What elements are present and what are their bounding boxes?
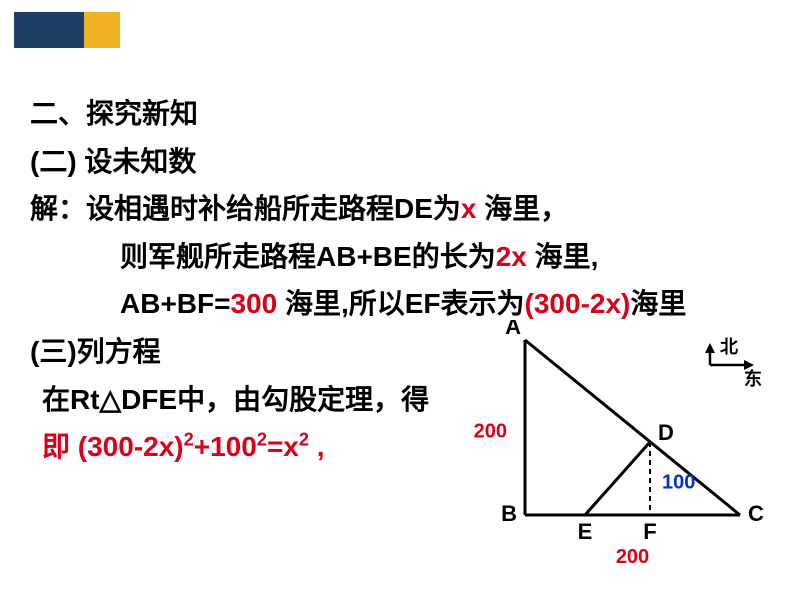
- l3a: 解：设相遇时补给船所走路程DE为: [30, 193, 461, 224]
- heading-2: 二、探究新知: [30, 90, 770, 138]
- l8a: 即 (300-2x): [42, 431, 184, 462]
- l3b: x: [461, 193, 477, 224]
- l8d: 2: [257, 430, 267, 450]
- l8b: 2: [184, 430, 194, 450]
- l5e: 海里: [630, 288, 686, 319]
- subheading-2: (二) 设未知数: [30, 138, 770, 186]
- l8g: ,: [309, 431, 325, 462]
- l4a: 则军舰所走路程AB+BE的长为: [120, 241, 496, 272]
- l5b: 300: [230, 288, 277, 319]
- block-gold: [84, 12, 120, 48]
- svg-text:100: 100: [662, 472, 695, 494]
- geometry-diagram: ABCDEF200200100北东: [430, 320, 780, 590]
- l5d: (300-2x): [525, 288, 631, 319]
- svg-text:C: C: [748, 501, 764, 526]
- l4b: 2x: [496, 241, 527, 272]
- svg-text:B: B: [501, 501, 517, 526]
- svg-text:东: 东: [744, 368, 762, 389]
- svg-text:200: 200: [474, 421, 507, 443]
- l5c: 海里,所以EF表示为: [277, 288, 524, 319]
- l8c: +100: [194, 431, 257, 462]
- svg-text:200: 200: [616, 546, 649, 568]
- svg-text:E: E: [578, 519, 593, 544]
- header-blocks: [14, 12, 120, 48]
- l5a: AB+BF=: [120, 288, 230, 319]
- svg-text:F: F: [643, 519, 656, 544]
- svg-text:北: 北: [720, 337, 738, 357]
- line-4: 则军舰所走路程AB+BE的长为2x 海里,: [30, 233, 770, 281]
- l3c: 海里，: [476, 193, 568, 224]
- svg-text:D: D: [658, 420, 674, 445]
- l8e: =x: [267, 431, 299, 462]
- svg-text:A: A: [505, 320, 521, 339]
- l4c: 海里,: [527, 241, 599, 272]
- block-navy: [14, 12, 84, 48]
- l8f: 2: [299, 430, 309, 450]
- line-3: 解：设相遇时补给船所走路程DE为x 海里，: [30, 185, 770, 233]
